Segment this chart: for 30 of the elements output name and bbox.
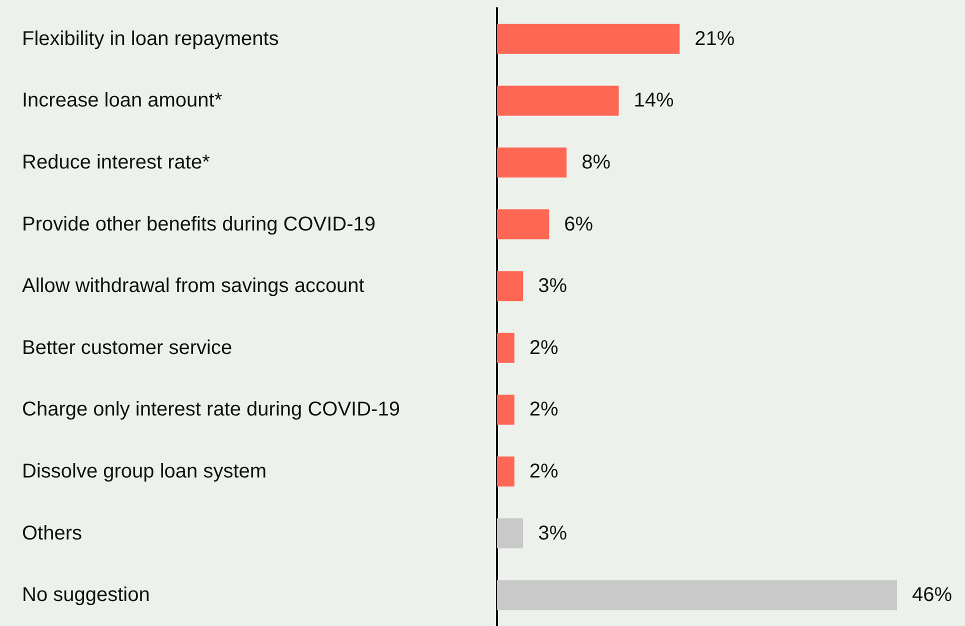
data-label: 2% [529, 336, 559, 359]
bar [497, 209, 550, 240]
y-tick-label: Dissolve group loan system [22, 460, 267, 482]
data-label: 2% [529, 398, 559, 421]
bar [497, 332, 514, 363]
y-tick-label: Others [22, 522, 82, 544]
data-label: 3% [538, 275, 568, 298]
data-label: 21% [694, 28, 735, 50]
data-label: 2% [529, 460, 559, 482]
bar [497, 518, 524, 548]
bar [497, 580, 897, 610]
y-tick-label: No suggestion [22, 584, 150, 606]
bar [497, 148, 567, 178]
y-tick-label: Reduce interest rate* [22, 152, 210, 174]
bar [497, 271, 524, 302]
y-tick-label: Provide other benefits during COVID-19 [22, 213, 376, 236]
data-label: 8% [582, 152, 611, 174]
bar [497, 456, 514, 486]
data-label: 14% [634, 90, 674, 112]
bar [497, 86, 619, 116]
data-label: 46% [912, 584, 952, 606]
bar [497, 394, 514, 425]
y-tick-label: Charge only interest rate during COVID-19 [22, 398, 400, 421]
y-tick-label: Better customer service [22, 336, 232, 359]
y-tick-label: Flexibility in loan repayments [22, 28, 279, 50]
data-label: 3% [538, 522, 568, 544]
bar [497, 24, 680, 54]
data-label: 6% [564, 213, 594, 236]
y-tick-label: Increase loan amount* [22, 90, 222, 112]
y-tick-label: Allow withdrawal from savings account [22, 275, 365, 298]
